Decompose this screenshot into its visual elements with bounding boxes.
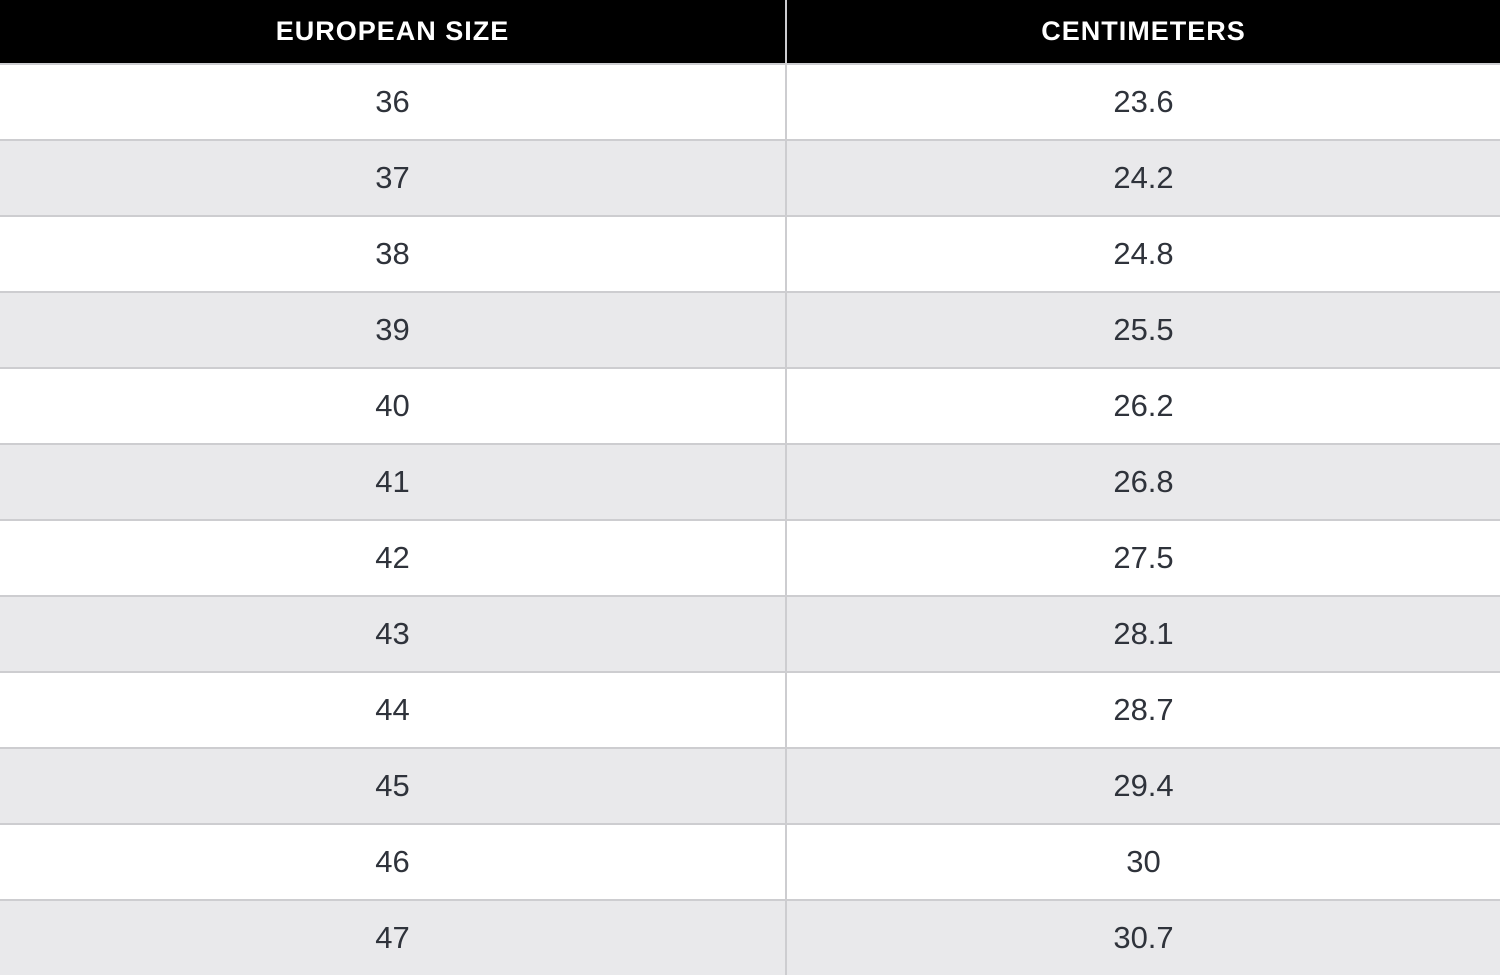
- european-size-cell: 43: [0, 595, 787, 672]
- table-row: 41 26.8: [0, 443, 1500, 520]
- european-size-cell: 47: [0, 899, 787, 975]
- table-body: 36 23.6 37 24.2 38 24.8 39 25.5 40 26.2 …: [0, 63, 1500, 975]
- header-row: EUROPEAN SIZE CENTIMETERS: [0, 0, 1500, 64]
- column-header-european-size: EUROPEAN SIZE: [0, 0, 787, 64]
- european-size-cell: 42: [0, 519, 787, 596]
- centimeters-cell: 25.5: [786, 291, 1500, 368]
- european-size-cell: 36: [0, 63, 787, 140]
- column-header-centimeters: CENTIMETERS: [786, 0, 1500, 64]
- european-size-cell: 45: [0, 747, 787, 824]
- table-row: 47 30.7: [0, 899, 1500, 975]
- european-size-cell: 40: [0, 367, 787, 444]
- table-row: 44 28.7: [0, 671, 1500, 748]
- table-row: 37 24.2: [0, 139, 1500, 216]
- european-size-cell: 38: [0, 215, 787, 292]
- table-row: 45 29.4: [0, 747, 1500, 824]
- table-row: 40 26.2: [0, 367, 1500, 444]
- centimeters-cell: 28.1: [786, 595, 1500, 672]
- centimeters-cell: 26.8: [786, 443, 1500, 520]
- centimeters-cell: 30.7: [786, 899, 1500, 975]
- table-row: 36 23.6: [0, 63, 1500, 140]
- table-row: 43 28.1: [0, 595, 1500, 672]
- centimeters-cell: 26.2: [786, 367, 1500, 444]
- european-size-cell: 37: [0, 139, 787, 216]
- european-size-cell: 41: [0, 443, 787, 520]
- table-row: 38 24.8: [0, 215, 1500, 292]
- table-row: 42 27.5: [0, 519, 1500, 596]
- european-size-cell: 39: [0, 291, 787, 368]
- centimeters-cell: 24.8: [786, 215, 1500, 292]
- table-row: 46 30: [0, 823, 1500, 900]
- table-row: 39 25.5: [0, 291, 1500, 368]
- centimeters-cell: 27.5: [786, 519, 1500, 596]
- centimeters-cell: 28.7: [786, 671, 1500, 748]
- centimeters-cell: 23.6: [786, 63, 1500, 140]
- european-size-cell: 46: [0, 823, 787, 900]
- centimeters-cell: 29.4: [786, 747, 1500, 824]
- european-size-cell: 44: [0, 671, 787, 748]
- centimeters-cell: 24.2: [786, 139, 1500, 216]
- centimeters-cell: 30: [786, 823, 1500, 900]
